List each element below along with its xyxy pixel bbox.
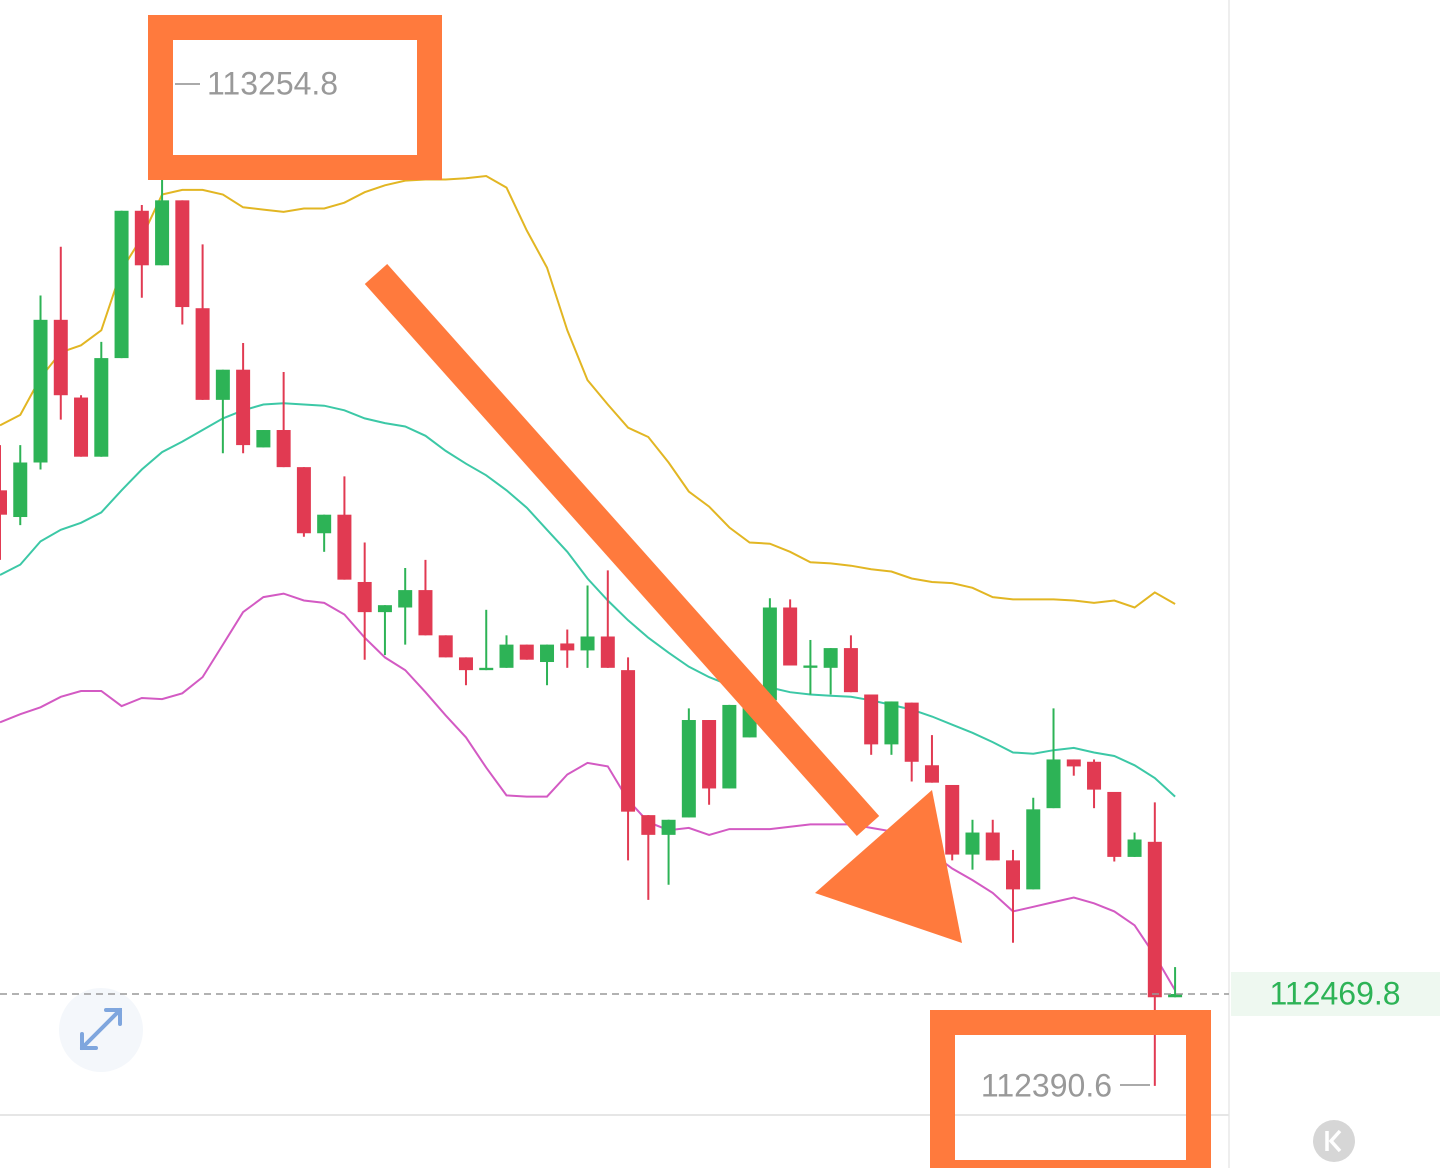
high-label: 113254.8 (207, 65, 338, 101)
candle-body (1026, 809, 1041, 890)
candle-body (276, 430, 291, 468)
candle-body (175, 200, 190, 308)
candle-body (540, 644, 555, 663)
candle-body (1087, 761, 1102, 790)
candle-body (884, 701, 899, 745)
annotations: 113254.8 112390.6 (148, 15, 1211, 1168)
candle-body (702, 720, 717, 789)
candle-body (155, 200, 170, 266)
candle-body (317, 514, 332, 534)
candle-body (1127, 839, 1142, 857)
candle-body (74, 397, 89, 457)
candle-body (458, 657, 473, 671)
candle-body (722, 704, 737, 789)
candle-body (0, 490, 7, 515)
candle-body (519, 644, 534, 660)
candle-body (924, 765, 939, 783)
candle-body (33, 319, 48, 463)
candle-body (1147, 841, 1162, 998)
candle-body (337, 514, 352, 580)
candle-body (843, 648, 858, 693)
candle-body (53, 319, 68, 396)
candle-body (438, 635, 453, 658)
candle-body (1107, 791, 1122, 857)
bands (0, 174, 1176, 991)
candle-body (296, 467, 311, 534)
candle-body (236, 369, 251, 446)
last-price-label: 112469.8 (1269, 975, 1400, 1011)
highlight-box (930, 1010, 1211, 1168)
candle-body (600, 636, 615, 668)
candle-body (864, 694, 879, 745)
candle-body (621, 670, 636, 812)
candle-body (1006, 860, 1020, 890)
candle-body (1066, 759, 1081, 767)
candle-body (13, 462, 28, 518)
candle-body (418, 590, 433, 636)
candle-body (94, 358, 109, 457)
candle-body (1168, 994, 1183, 998)
k-button[interactable] (1313, 1120, 1355, 1162)
band-line (0, 402, 1176, 798)
candle-body (256, 430, 271, 448)
candle-body (195, 308, 210, 400)
candle-body (114, 210, 129, 359)
candle-body (357, 581, 372, 613)
last-price-bg (1231, 972, 1440, 1017)
expand-icon[interactable] (59, 988, 143, 1072)
band-line (0, 592, 1176, 991)
highlight-box (148, 15, 442, 180)
last-price: 112469.8 (0, 972, 1440, 1017)
candle-body (499, 644, 514, 668)
candle-body (1046, 759, 1061, 809)
candle-body (783, 607, 798, 666)
candle-body (580, 636, 595, 651)
candle-body (823, 648, 838, 668)
candle-body (965, 832, 980, 855)
candle-body (681, 720, 696, 818)
arrow-head (815, 790, 962, 943)
candle-body (134, 210, 149, 266)
candle-body (215, 369, 230, 400)
candle-body (661, 819, 676, 835)
candles (0, 83, 1183, 1086)
arrow-shaft (364, 264, 880, 836)
candle-body (985, 832, 1000, 861)
candle-body (641, 815, 656, 835)
candle-body (904, 702, 919, 762)
candle-body (762, 607, 777, 701)
low-label: 112390.6 (981, 1067, 1112, 1103)
candle-body (560, 643, 575, 651)
candle-body (945, 784, 960, 855)
candle-body (398, 590, 413, 608)
band-line (0, 174, 1176, 609)
candle-body (479, 667, 494, 671)
candle-body (803, 665, 818, 668)
candle-body (377, 605, 392, 613)
